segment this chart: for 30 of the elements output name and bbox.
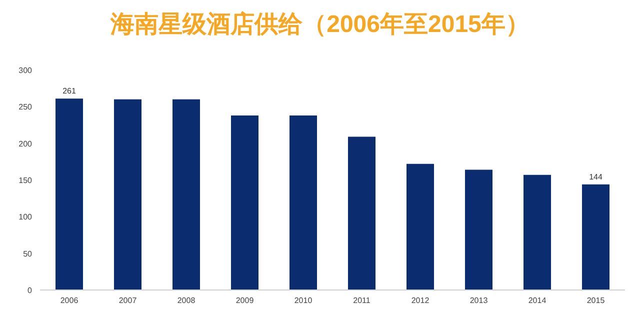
x-tick-label: 2011	[353, 296, 371, 305]
y-tick-label: 250	[18, 102, 33, 112]
x-tick-label: 2007	[118, 296, 138, 305]
bar	[231, 115, 258, 290]
chart-title: 海南星级酒店供给（2006年至2015年）	[110, 11, 530, 38]
y-tick-label: 100	[18, 212, 33, 222]
x-tick-label: 2008	[177, 296, 196, 305]
bar	[406, 164, 434, 290]
bar	[348, 136, 376, 290]
bar	[172, 99, 200, 290]
bar	[56, 98, 83, 290]
bar	[524, 174, 551, 290]
bar	[114, 99, 142, 290]
x-tick-label: 2006	[60, 296, 79, 305]
bar	[290, 115, 317, 290]
x-tick-label: 2009	[236, 296, 254, 305]
x-tick-label: 2013	[470, 296, 488, 305]
data-label: 261	[62, 86, 76, 96]
data-label: 144	[589, 172, 603, 182]
x-tick-label: 2015	[586, 296, 606, 305]
y-tick-label: 0	[28, 286, 33, 295]
x-tick-label: 2010	[294, 296, 313, 305]
x-tick-label: 2012	[411, 296, 430, 305]
bar	[465, 170, 492, 290]
y-tick-label: 200	[18, 139, 33, 148]
x-tick-label: 2014	[528, 296, 547, 305]
y-tick-label: 150	[18, 176, 33, 185]
bar	[582, 184, 610, 290]
y-tick-label: 50	[23, 249, 33, 258]
y-tick-label: 300	[18, 66, 33, 75]
